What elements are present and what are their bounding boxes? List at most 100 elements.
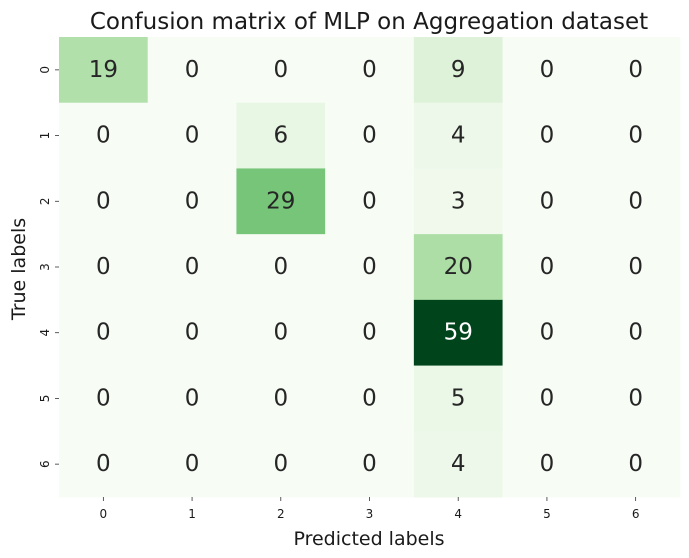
heatmap-cell-r3-c0 (59, 234, 149, 301)
heatmap-cell-labels: 19 0 0 0 9 0 0 0 0 6 0 4 0 0 0 0 29 0 3 0 0 0 0 0 0 20 0 0 0 0 0 0 59 0 0 0… (89, 57, 643, 477)
cell-value-label: 0 (540, 123, 555, 149)
cell-value-label: 0 (185, 451, 200, 477)
y-tick-label: 4 (38, 329, 52, 337)
heatmap-cell-r2-c1 (147, 168, 237, 235)
heatmap-cell-r5-c0 (59, 365, 149, 432)
heatmap-cell-r6-c4 (413, 431, 504, 498)
y-tick-label: 6 (38, 460, 52, 468)
heatmap-cell-r4-c2 (236, 299, 326, 367)
heatmap-cell-r0-c0 (59, 37, 149, 104)
cell-value-label: 5 (451, 385, 466, 411)
cell-value-label: 6 (273, 123, 288, 149)
heatmap-cell-r0-c3 (325, 37, 415, 104)
cell-value-label: 0 (362, 320, 377, 346)
cell-value-label: 0 (96, 254, 111, 280)
x-tick-label: 5 (543, 507, 551, 521)
cell-value-label: 0 (540, 385, 555, 411)
heatmap-cell-r4-c1 (147, 299, 237, 367)
x-tick-label: 6 (632, 507, 640, 521)
cell-value-label: 0 (362, 451, 377, 477)
cell-value-label: 0 (540, 188, 555, 214)
heatmap-cell-r5-c3 (325, 365, 415, 432)
heatmap-cell-r0-c2 (236, 37, 326, 104)
heatmap-cell-r2-c2 (236, 168, 326, 235)
heatmap-cell-r5-c1 (147, 365, 237, 432)
heatmap-cell-r5-c2 (236, 365, 326, 432)
cell-value-label: 0 (362, 123, 377, 149)
heatmap-cell-r1-c3 (325, 102, 415, 169)
heatmap-cell-r5-c5 (502, 365, 592, 432)
cell-value-label: 0 (540, 451, 555, 477)
heatmap-cell-r6-c0 (59, 431, 149, 498)
heatmap-cell-r4-c3 (325, 299, 415, 367)
heatmap-cell-r3-c3 (325, 234, 415, 301)
heatmap-cell-r5-c6 (591, 365, 681, 432)
cell-value-label: 0 (96, 451, 111, 477)
y-axis-label: True labels (8, 218, 30, 321)
heatmap-cell-r4-c6 (591, 299, 681, 367)
heatmap-cell-r6-c1 (147, 431, 237, 498)
heatmap-cell-r6-c5 (502, 431, 592, 498)
heatmap-cell-r3-c2 (236, 234, 326, 301)
heatmap-cell-r3-c4 (413, 234, 504, 301)
cell-value-label: 0 (628, 451, 643, 477)
cell-value-label: 0 (185, 123, 200, 149)
cell-value-label: 3 (451, 188, 466, 214)
cell-value-label: 0 (362, 188, 377, 214)
cell-value-label: 0 (185, 385, 200, 411)
cell-value-label: 0 (628, 57, 643, 83)
y-tick-label: 1 (38, 132, 52, 140)
heatmap-cells (59, 37, 681, 498)
x-tick-label: 4 (454, 507, 462, 521)
heatmap-cell-r0-c6 (591, 37, 681, 104)
cell-value-label: 0 (96, 123, 111, 149)
x-axis-label: Predicted labels (293, 528, 444, 550)
heatmap-cell-r1-c6 (591, 102, 681, 169)
x-tick-label: 2 (277, 507, 285, 521)
cell-value-label: 4 (451, 451, 466, 477)
heatmap-cell-r1-c2 (236, 102, 326, 169)
cell-value-label: 0 (628, 254, 643, 280)
cell-value-label: 29 (266, 188, 295, 214)
cell-value-label: 20 (444, 254, 473, 280)
cell-value-label: 0 (540, 57, 555, 83)
heatmap-cell-r3-c5 (502, 234, 592, 301)
cell-value-label: 19 (89, 57, 118, 83)
heatmap-cell-r4-c4 (413, 299, 504, 367)
y-tick-label: 2 (38, 197, 52, 205)
cell-value-label: 0 (273, 57, 288, 83)
heatmap-cell-r3-c6 (591, 234, 681, 301)
cell-value-label: 0 (96, 320, 111, 346)
cell-value-label: 59 (444, 320, 473, 346)
cell-value-label: 0 (362, 254, 377, 280)
cell-value-label: 0 (628, 123, 643, 149)
cell-value-label: 0 (628, 188, 643, 214)
x-axis-ticks: 0 1 2 3 4 5 6 (100, 497, 640, 521)
chart-title: Confusion matrix of MLP on Aggregation d… (90, 9, 648, 35)
heatmap-cell-r0-c1 (147, 37, 237, 104)
cell-value-label: 0 (185, 188, 200, 214)
cell-value-label: 0 (273, 385, 288, 411)
heatmap-cell-r2-c3 (325, 168, 415, 235)
y-tick-label: 0 (38, 66, 52, 74)
cell-value-label: 0 (628, 320, 643, 346)
heatmap-cell-r1-c5 (502, 102, 592, 169)
cell-value-label: 0 (273, 320, 288, 346)
heatmap-cell-r2-c4 (413, 168, 504, 235)
heatmap-cell-r4-c0 (59, 299, 149, 367)
heatmap-cell-r0-c5 (502, 37, 592, 104)
heatmap-cell-r2-c0 (59, 168, 149, 235)
x-tick-label: 3 (366, 507, 374, 521)
y-axis-ticks: 0 1 2 3 4 5 6 (38, 66, 59, 468)
cell-value-label: 0 (362, 57, 377, 83)
cell-value-label: 0 (362, 385, 377, 411)
x-tick-label: 1 (188, 507, 196, 521)
heatmap-cell-r6-c3 (325, 431, 415, 498)
cell-value-label: 0 (273, 254, 288, 280)
cell-value-label: 0 (540, 320, 555, 346)
heatmap-cell-r2-c5 (502, 168, 592, 235)
y-tick-label: 5 (38, 395, 52, 403)
cell-value-label: 9 (451, 57, 466, 83)
x-tick-label: 0 (100, 507, 108, 521)
